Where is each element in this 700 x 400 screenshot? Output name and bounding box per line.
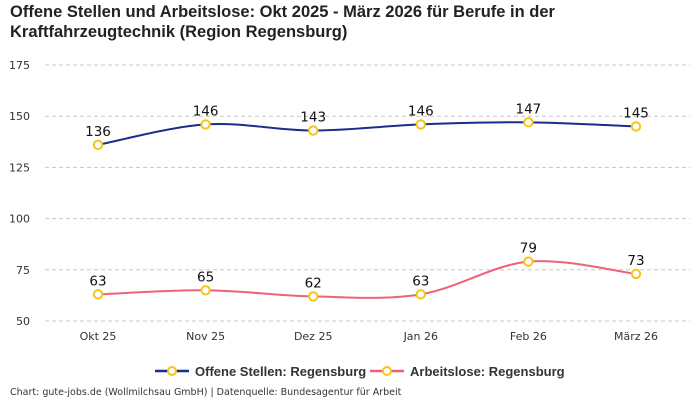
data-point: [415, 119, 426, 130]
data-point: [630, 121, 642, 132]
y-tick-label: 150: [9, 110, 30, 123]
legend-label: Offene Stellen: Regensburg: [195, 364, 366, 379]
data-point: [308, 291, 319, 302]
data-point: [630, 268, 642, 280]
data-label: 145: [623, 105, 649, 121]
y-tick-label: 175: [9, 59, 30, 72]
y-tick-label: 125: [9, 161, 30, 174]
x-tick-label: Dez 25: [294, 330, 333, 343]
data-point: [308, 125, 319, 136]
x-tick-label: März 26: [614, 330, 658, 343]
data-label: 79: [520, 241, 537, 257]
legend-label: Arbeitslose: Regensburg: [410, 364, 565, 379]
data-label: 136: [85, 124, 111, 140]
data-label: 146: [408, 103, 434, 119]
data-label: 62: [305, 275, 322, 291]
y-tick-label: 50: [16, 315, 30, 328]
x-tick-label: Nov 25: [186, 330, 225, 343]
data-point: [415, 289, 426, 300]
legend-marker: [167, 366, 177, 376]
data-label: 146: [193, 103, 219, 119]
data-point: [200, 119, 211, 130]
legend-marker: [382, 366, 392, 376]
x-tick-label: Okt 25: [80, 330, 117, 343]
data-point: [92, 289, 104, 300]
y-tick-label: 100: [9, 213, 30, 226]
chart-title: Offene Stellen und Arbeitslose: Okt 2025…: [10, 3, 555, 41]
data-label: 63: [412, 273, 429, 289]
x-tick-label: Jan 26: [403, 330, 438, 343]
data-label: 73: [627, 253, 644, 269]
series-line-1: [97, 260, 637, 299]
data-label: 63: [89, 273, 106, 289]
data-point: [92, 139, 104, 151]
data-label: 65: [197, 269, 214, 285]
data-label: 143: [300, 110, 326, 126]
data-point: [523, 117, 534, 128]
data-point: [200, 285, 211, 296]
data-point: [523, 256, 534, 267]
data-label: 147: [516, 101, 542, 117]
y-tick-label: 75: [16, 264, 30, 277]
series-line-0: [97, 121, 637, 146]
source-note: Chart: gute-jobs.de (Wollmilchsau GmbH) …: [10, 387, 402, 398]
x-tick-label: Feb 26: [510, 330, 547, 343]
